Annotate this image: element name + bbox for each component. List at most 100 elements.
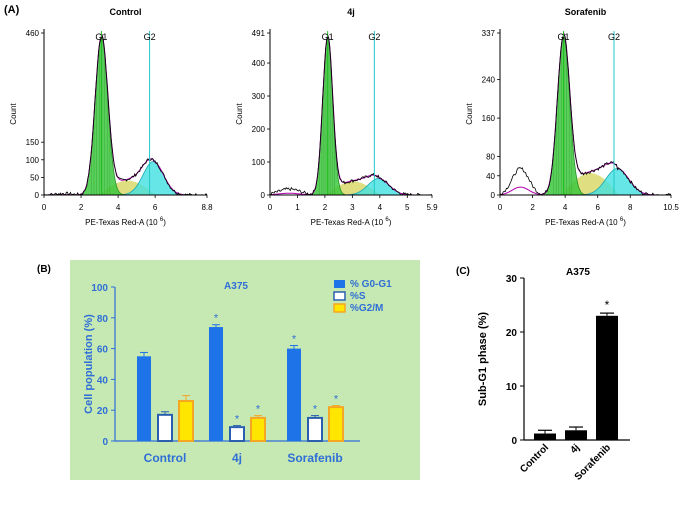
y-tick-label: 150 [26,138,40,147]
y-axis-label: Cell population (%) [83,314,95,414]
histogram-4j: G1 G2 0 1 2 3 4 5 5.9 0 100 200 300 400 491 4j Count PE-T… [235,7,438,227]
y-tick-label: 80 [486,153,495,162]
g2-marker-label: G2 [608,32,620,42]
bar-1 [307,416,323,442]
significance-star: * [334,394,339,406]
legend-swatch [334,280,345,288]
panel-label-a: (A) [4,4,20,16]
bar [596,315,618,440]
chart-title: A375 [224,281,248,292]
y-tick-label: 80 [97,314,109,325]
x-tick-label: 2 [323,203,328,212]
histogram-title: Control [110,7,142,17]
cell-cycle-bar-chart: 0 20 40 60 80 100 Cell population (%) A375 * * * * *… [70,260,420,480]
s-phase-area [500,173,671,195]
y-tick-label: 337 [482,29,496,38]
x-tick-label: 3 [350,203,355,212]
bar-0 [287,348,301,441]
y-tick-label: 20 [506,328,518,339]
category-label: 4j [568,442,582,456]
g1-marker-label: G1 [95,32,107,42]
y-tick-label: 0 [102,437,108,448]
data-histogram-line [269,33,433,196]
y-tick-label: 100 [91,283,108,294]
g1-peak-area [270,35,432,196]
legend-swatch [333,303,346,313]
y-tick-label: 0 [511,436,517,447]
data-histogram-line [499,33,672,196]
x-axis-label: PE-Texas Red-A (10 6) [85,217,166,227]
g2-marker-label: G2 [144,32,156,42]
legend-swatch [333,291,346,301]
y-tick-label: 460 [26,29,40,38]
y-tick-label: 160 [482,114,496,123]
y-tick-label: 0 [261,191,266,200]
model-fit-line [269,33,432,196]
data-histogram-line [43,34,208,196]
y-tick-label: 100 [252,158,266,167]
g1-peak-area [44,36,207,196]
y-tick-label: 60 [97,345,109,356]
y-tick-label: 491 [252,29,266,38]
bar-0 [137,356,151,441]
x-tick-label: 0 [498,203,503,212]
y-tick-label: 240 [482,76,496,85]
legend-label: %S [350,291,366,302]
s-phase-area [270,181,432,195]
x-tick-label: 5.9 [426,203,438,212]
histogram-title: 4j [347,7,355,17]
bar-1 [229,426,245,443]
g1-marker-label: G1 [558,32,570,42]
g1-marker-label: G1 [322,32,334,42]
histogram-sorafenib: G1 G2 0 2 4 6 8 10.5 0 40 80 160 240 337 Sorafenib Coun… [465,7,679,227]
x-tick-label: 2 [530,203,535,212]
x-tick-label: 10.5 [663,203,679,212]
bar-2 [250,416,266,442]
x-tick-label: 1 [295,203,300,212]
s-phase-area [44,180,207,195]
y-tick-label: 30 [506,274,518,285]
x-tick-label: 8 [628,203,633,212]
y-tick-label: 50 [30,173,39,182]
category-label: Control [518,442,551,475]
x-tick-label: 8.8 [201,203,213,212]
panel-label-b: (B) [37,264,51,275]
significance-star: * [605,298,610,312]
model-fit-line [499,32,671,196]
panel-b-background [70,260,420,480]
y-axis-label: Sub-G1 phase (%) [477,312,489,406]
bar-2 [328,406,344,442]
g2-marker-label: G2 [368,32,380,42]
chart-title: A375 [566,267,590,278]
category-label: 4j [232,451,242,465]
y-axis-label: Count [9,103,18,125]
significance-star: * [256,404,261,416]
y-tick-label: 10 [506,382,518,393]
y-tick-label: 0 [491,191,496,200]
y-tick-label: 400 [252,59,266,68]
y-tick-label: 40 [97,375,109,386]
histogram-title: Sorafenib [565,7,607,17]
bar-1 [157,413,173,443]
bar [565,430,587,440]
x-axis-label: PE-Texas Red-A (10 6) [311,217,392,227]
category-label: Control [144,451,187,465]
x-axis-label: PE-Texas Red-A (10 6) [545,217,626,227]
histogram-control: G1 G2 0 2 4 6 8.8 0 50 100 150 460 Control Count PE-Te… [9,7,213,227]
y-tick-label: 0 [35,191,40,200]
y-axis-label: Count [235,103,244,125]
y-axis-label: Count [465,103,474,125]
category-label: Sorafenib [287,451,342,465]
x-tick-label: 4 [378,203,383,212]
x-tick-label: 6 [595,203,600,212]
y-tick-label: 40 [486,172,495,181]
bar-0 [209,327,223,441]
x-tick-label: 0 [268,203,273,212]
bar [534,433,556,440]
x-tick-label: 4 [116,203,121,212]
y-tick-label: 20 [97,406,109,417]
significance-star: * [292,334,297,346]
x-tick-label: 2 [79,203,84,212]
